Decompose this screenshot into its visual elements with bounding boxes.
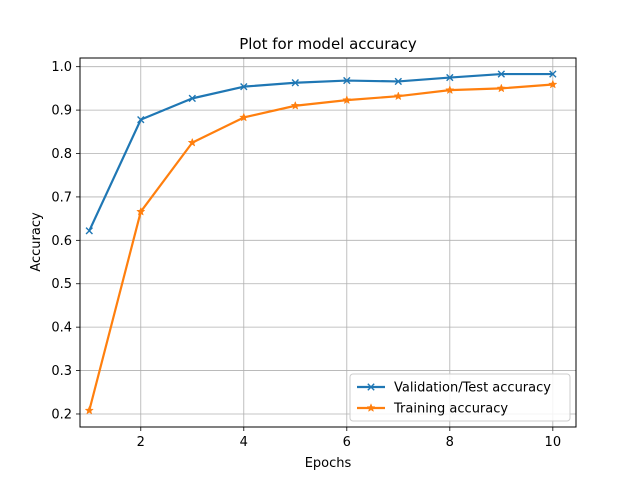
x-tick-label: 10 [545,435,562,450]
data-point [497,70,506,78]
marker-stroke [367,383,375,391]
data-point [548,79,558,89]
series-line [88,83,553,411]
marker-stroke [240,82,248,91]
grid [80,58,576,427]
y-tick-label: 0.7 [51,190,72,205]
x-tick-label: 2 [137,435,145,450]
data-point [549,70,557,78]
x-axis: 2 4 6 8 10 [137,427,561,450]
chart-title: Plot for model accuracy [239,35,417,53]
legend-marker [367,383,375,391]
y-tick-label: 0.8 [51,147,72,162]
series-layer [84,70,558,415]
data-point [291,79,299,87]
marker-stroke [394,77,403,86]
y-tick-label: 0.9 [51,104,72,119]
marker-stroke [497,70,506,78]
data-point [394,77,403,86]
data-point [496,83,506,93]
legend-marker [366,403,376,412]
data-point [240,82,248,91]
data-point [343,76,351,85]
data-point [187,137,197,147]
data-point [136,206,146,216]
data-point [188,94,196,103]
data-point [342,95,352,105]
marker-stroke [137,115,145,124]
legend-label: Validation/Test accuracy [394,381,551,396]
legend-box [349,373,571,422]
marker-stroke [343,76,351,85]
y-tick-label: 0.6 [51,234,72,249]
data-point [137,115,145,124]
y-tick-label: 0.2 [51,407,72,422]
y-tick-label: 0.5 [51,277,72,292]
legend-item-1: Validation/Test accuracy [357,381,551,396]
data-point [290,100,300,110]
x-tick-label: 4 [240,435,248,450]
x-tick-label: 6 [343,435,351,450]
data-point [84,405,94,415]
y-axis: 0.2 0.3 0.4 0.5 0.6 0.7 0.8 0.9 1.0 [51,60,80,422]
x-tick-label: 8 [446,435,454,450]
legend-item-2: Training accuracy [357,402,508,417]
plot-frame [79,57,577,428]
y-axis-label: Accuracy [29,212,44,272]
data-point [445,85,455,95]
data-point [85,227,93,235]
y-tick-label: 0.3 [51,364,72,379]
marker-stroke [291,79,299,87]
legend: Validation/Test accuracy Training accurac… [349,373,571,422]
marker-stroke [549,70,557,78]
marker-stroke [85,227,93,235]
data-point [239,112,249,122]
data-point [393,91,403,101]
series-line [88,72,553,232]
marker-stroke [446,73,454,82]
series-2 [84,79,558,415]
y-tick-label: 0.4 [51,321,72,336]
y-tick-label: 1.0 [51,60,72,75]
data-point [446,73,454,82]
series-1 [85,70,557,235]
legend-label: Training accuracy [393,402,508,417]
marker-stroke [188,94,196,103]
x-axis-label: Epochs [305,456,352,471]
